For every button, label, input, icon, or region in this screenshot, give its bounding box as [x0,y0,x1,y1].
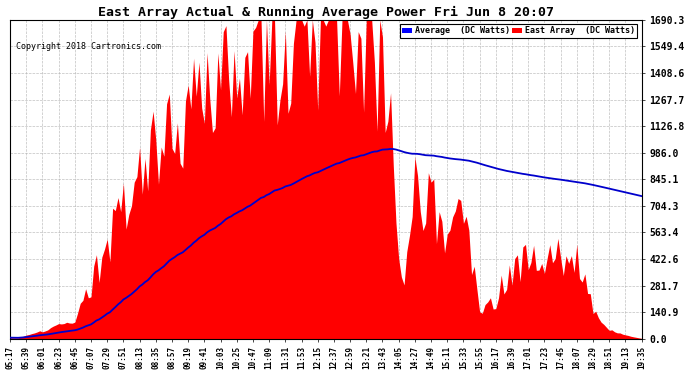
Legend: Average  (DC Watts), East Array  (DC Watts): Average (DC Watts), East Array (DC Watts… [400,24,638,38]
Text: Copyright 2018 Cartronics.com: Copyright 2018 Cartronics.com [17,42,161,51]
Title: East Array Actual & Running Average Power Fri Jun 8 20:07: East Array Actual & Running Average Powe… [98,6,554,19]
